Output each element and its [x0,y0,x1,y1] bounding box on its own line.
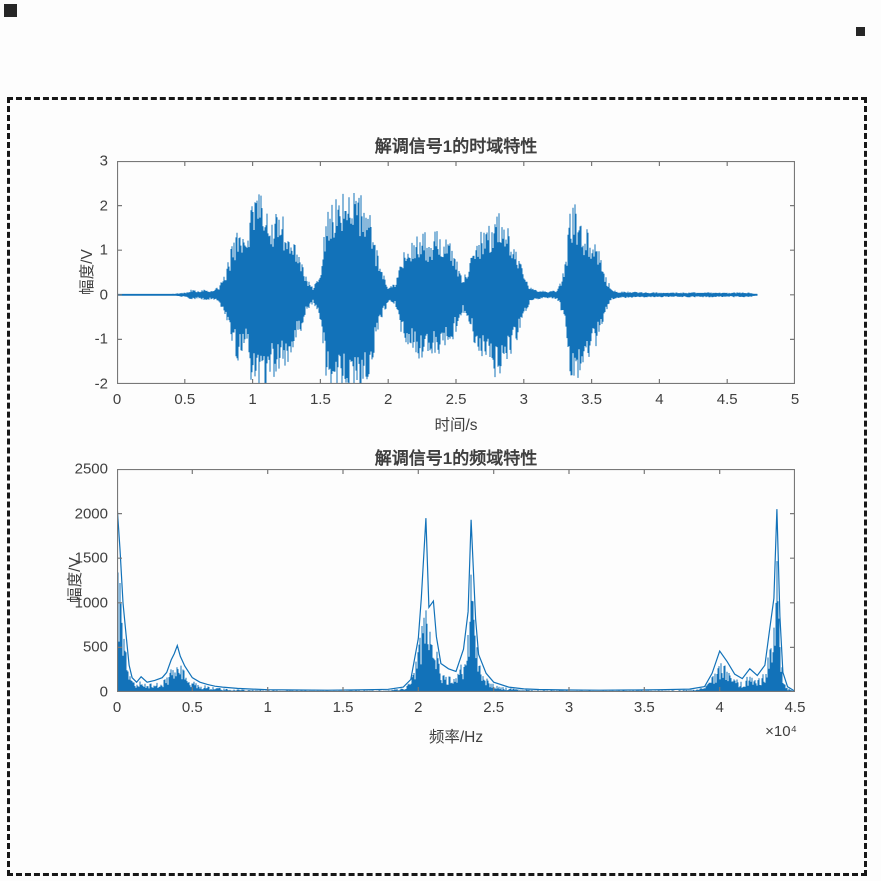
x-tick-label: 1.5 [309,391,331,408]
x-tick-label: 0.5 [174,391,196,408]
x-tick-label: 4.5 [784,699,806,716]
x-tick-label: 1 [263,699,272,716]
x-tick-label: 3.5 [581,391,603,408]
x-tick-label: 1 [248,391,257,408]
x-tick-label: 0.5 [181,699,203,716]
x-tick-label: 3 [519,391,528,408]
y-tick-label: 1500 [74,549,108,567]
corner-mark-right [856,27,865,36]
x-tick-label: 3 [564,699,574,716]
x-tick-label: 0 [112,391,122,408]
x-tick-label: 2.5 [445,391,467,408]
x-tick-label: 2 [384,391,393,408]
y-tick-label: 0 [99,683,108,701]
y-tick-label: 1 [99,241,108,259]
y-tick-label: 1000 [74,594,108,612]
x-tick-label: 4 [655,391,664,408]
selection-marquee [7,97,867,876]
y-tick-label: 2500 [74,460,108,478]
freq-plot-xlabel: 频率/Hz [428,729,484,746]
y-tick-label: 2000 [74,505,108,523]
y-tick-label: 2 [99,197,108,215]
x-axis-exponent-label: ×10⁴ [765,723,797,740]
freq-plot-title: 解调信号1的频域特性 [374,449,538,468]
x-tick-label: 0 [112,699,122,716]
y-tick-label: 500 [82,638,108,656]
time-plot-xlabel: 时间/s [434,417,478,434]
time-domain-plot [117,161,795,384]
x-tick-label: 5 [790,391,800,408]
corner-mark-top-left [4,4,17,17]
y-tick-label: 3 [99,152,108,170]
x-tick-label: 3.5 [633,699,655,716]
x-tick-label: 4 [715,699,724,716]
time-plot-title: 解调信号1的时域特性 [374,137,538,156]
x-tick-label: 1.5 [332,699,354,716]
y-tick-label: 0 [99,286,108,304]
x-tick-label: 2.5 [483,699,505,716]
time-plot-ylabel: 幅度/V [79,249,96,295]
frequency-domain-plot [117,469,795,692]
x-tick-label: 2 [414,699,423,716]
x-tick-label: 4.5 [716,391,738,408]
y-tick-label: -1 [94,330,108,348]
y-tick-label: -2 [94,375,108,393]
